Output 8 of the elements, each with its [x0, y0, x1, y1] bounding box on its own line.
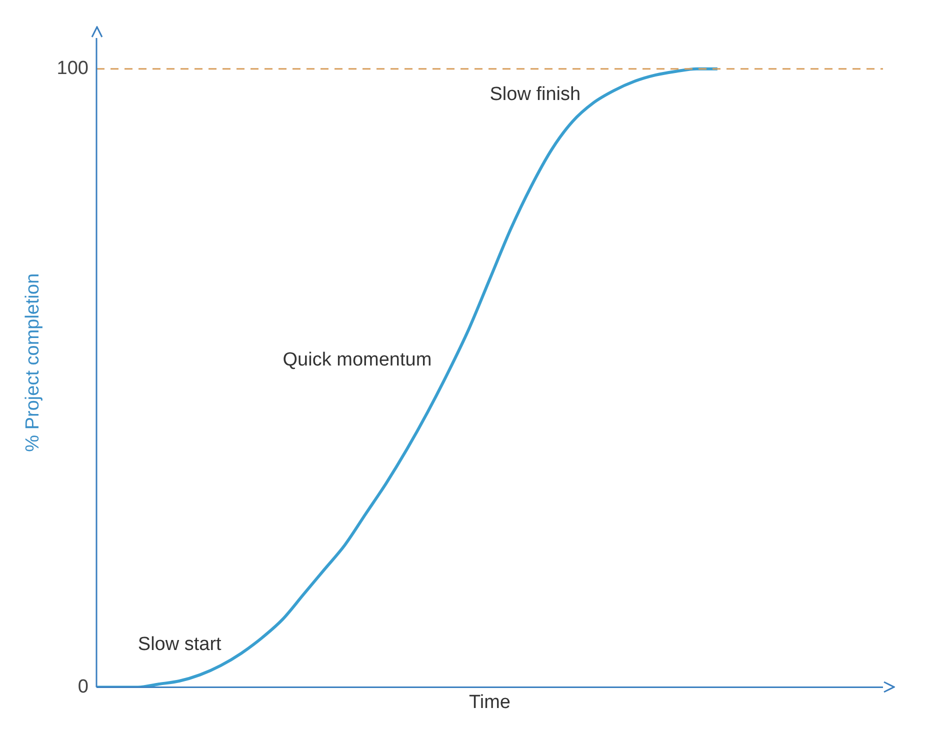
y-axis-title: % Project completion: [22, 273, 44, 452]
annotation: Quick momentum: [282, 350, 432, 371]
y-tick-label: 100: [56, 58, 88, 80]
line-series: [95, 67, 719, 688]
annotation: Slow finish: [490, 84, 581, 105]
y-tick-label: 0: [78, 676, 88, 698]
annotation: Slow start: [138, 634, 222, 656]
x-axis-title: Time: [468, 692, 511, 713]
